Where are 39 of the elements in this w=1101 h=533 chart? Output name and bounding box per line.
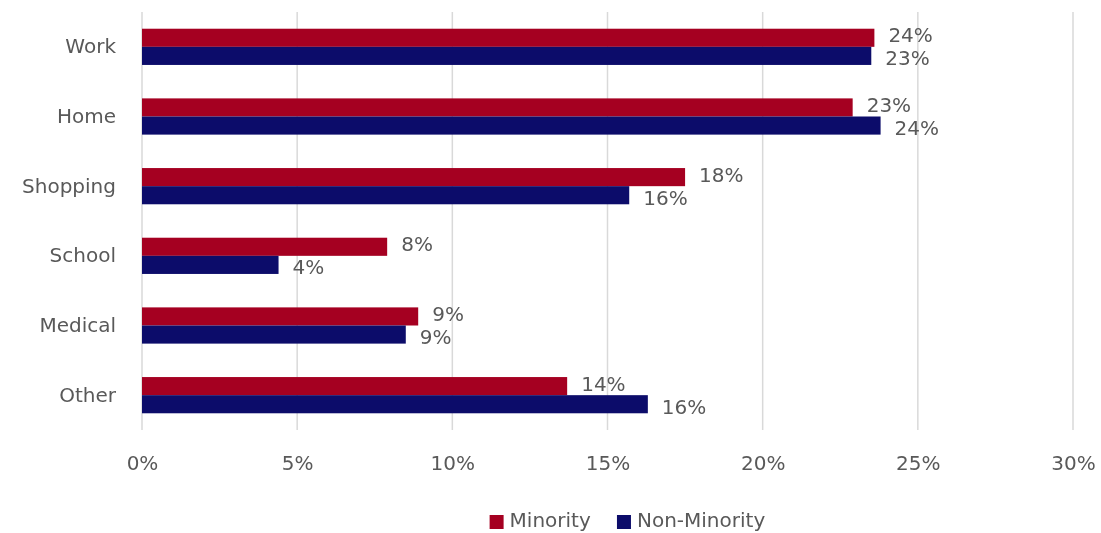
x-tick-label: 0% <box>126 451 159 476</box>
y-tick-label: School <box>49 243 116 268</box>
x-tick-label: 5% <box>281 451 314 476</box>
x-tick-label: 10% <box>430 451 476 476</box>
data-label: 16% <box>643 185 688 210</box>
y-tick-label: Shopping <box>22 173 116 198</box>
y-tick-label: Home <box>56 103 116 128</box>
data-label: 9% <box>419 325 452 350</box>
bar <box>142 28 875 47</box>
bar <box>142 98 853 117</box>
x-tick-label: 15% <box>585 451 631 476</box>
bar <box>142 325 406 344</box>
data-label: 14% <box>581 371 626 396</box>
y-tick-label: Work <box>65 34 117 59</box>
bar <box>142 46 872 65</box>
bar <box>142 116 881 135</box>
x-tick-label: 30% <box>1051 451 1096 476</box>
bar <box>142 307 419 326</box>
y-tick-label: Medical <box>39 312 116 337</box>
data-label: 23% <box>866 92 912 117</box>
bar <box>142 168 686 187</box>
x-tick-label: 20% <box>740 451 786 476</box>
bar <box>142 186 630 205</box>
bar <box>142 395 648 414</box>
data-label: 23% <box>885 46 930 71</box>
y-tick-label: Other <box>59 382 117 407</box>
data-label: 24% <box>888 23 933 48</box>
bar <box>142 237 388 256</box>
bar <box>142 377 568 396</box>
bar <box>142 255 279 274</box>
legend-label: Non-Minority <box>636 508 766 532</box>
data-label: 24% <box>894 116 940 141</box>
data-label: 16% <box>661 394 707 419</box>
data-label: 18% <box>699 162 744 187</box>
data-label: 8% <box>401 232 433 257</box>
data-label: 4% <box>292 255 325 280</box>
data-label: 9% <box>432 301 464 326</box>
legend-label: Minority <box>509 508 591 532</box>
x-tick-label: 25% <box>896 451 941 476</box>
